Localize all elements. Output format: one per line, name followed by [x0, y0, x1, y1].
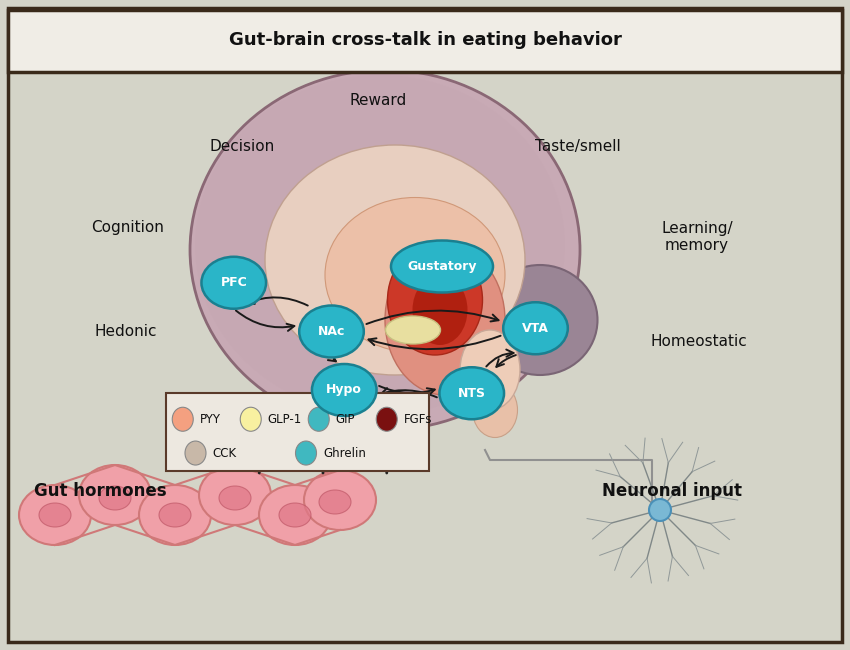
Ellipse shape	[309, 408, 329, 431]
Ellipse shape	[259, 485, 331, 545]
Ellipse shape	[195, 75, 565, 415]
Ellipse shape	[279, 503, 311, 527]
Ellipse shape	[460, 330, 520, 410]
Ellipse shape	[304, 470, 376, 530]
Text: Gustatory: Gustatory	[407, 260, 477, 273]
Text: PFC: PFC	[220, 276, 247, 289]
Text: FGFs: FGFs	[404, 413, 433, 426]
Ellipse shape	[439, 367, 504, 419]
Ellipse shape	[265, 145, 525, 375]
Ellipse shape	[190, 70, 580, 430]
FancyBboxPatch shape	[166, 393, 429, 471]
Text: VTA: VTA	[522, 322, 549, 335]
Text: Gut hormones: Gut hormones	[34, 482, 167, 500]
Ellipse shape	[299, 306, 364, 358]
FancyBboxPatch shape	[8, 8, 842, 642]
Ellipse shape	[325, 198, 505, 352]
Ellipse shape	[39, 503, 71, 527]
Text: Decision: Decision	[210, 138, 275, 154]
Ellipse shape	[385, 245, 505, 395]
Text: Learning/
memory: Learning/ memory	[661, 221, 733, 254]
FancyBboxPatch shape	[8, 10, 842, 72]
Ellipse shape	[312, 364, 377, 416]
Text: PYY: PYY	[200, 413, 221, 426]
Text: GIP: GIP	[336, 413, 355, 426]
Ellipse shape	[386, 316, 440, 344]
Ellipse shape	[199, 465, 271, 525]
Ellipse shape	[139, 485, 211, 545]
Text: Homeostatic: Homeostatic	[650, 333, 747, 349]
Ellipse shape	[296, 441, 316, 465]
Ellipse shape	[201, 257, 266, 309]
Ellipse shape	[79, 465, 151, 525]
Text: CCK: CCK	[212, 447, 236, 460]
Ellipse shape	[377, 408, 397, 431]
Ellipse shape	[388, 245, 483, 355]
Text: Gut-brain cross-talk in eating behavior: Gut-brain cross-talk in eating behavior	[229, 31, 621, 49]
Text: NAc: NAc	[318, 325, 345, 338]
Text: Neuronal input: Neuronal input	[602, 482, 741, 500]
Text: NTS: NTS	[458, 387, 485, 400]
Ellipse shape	[99, 486, 131, 510]
Text: Cognition: Cognition	[91, 220, 164, 235]
Ellipse shape	[391, 240, 493, 292]
Text: Taste/smell: Taste/smell	[536, 138, 620, 154]
Text: Ghrelin: Ghrelin	[323, 447, 366, 460]
Ellipse shape	[473, 382, 518, 437]
Text: GLP-1: GLP-1	[268, 413, 302, 426]
Ellipse shape	[412, 275, 468, 345]
Ellipse shape	[503, 302, 568, 354]
Ellipse shape	[319, 490, 351, 514]
Ellipse shape	[241, 408, 261, 431]
Ellipse shape	[173, 408, 193, 431]
Ellipse shape	[483, 265, 598, 375]
Ellipse shape	[159, 503, 191, 527]
Ellipse shape	[19, 485, 91, 545]
Text: Hypo: Hypo	[326, 384, 362, 396]
Text: Hedonic: Hedonic	[94, 324, 157, 339]
Ellipse shape	[219, 486, 251, 510]
Ellipse shape	[185, 441, 206, 465]
Ellipse shape	[649, 499, 671, 521]
Text: Reward: Reward	[349, 93, 407, 109]
